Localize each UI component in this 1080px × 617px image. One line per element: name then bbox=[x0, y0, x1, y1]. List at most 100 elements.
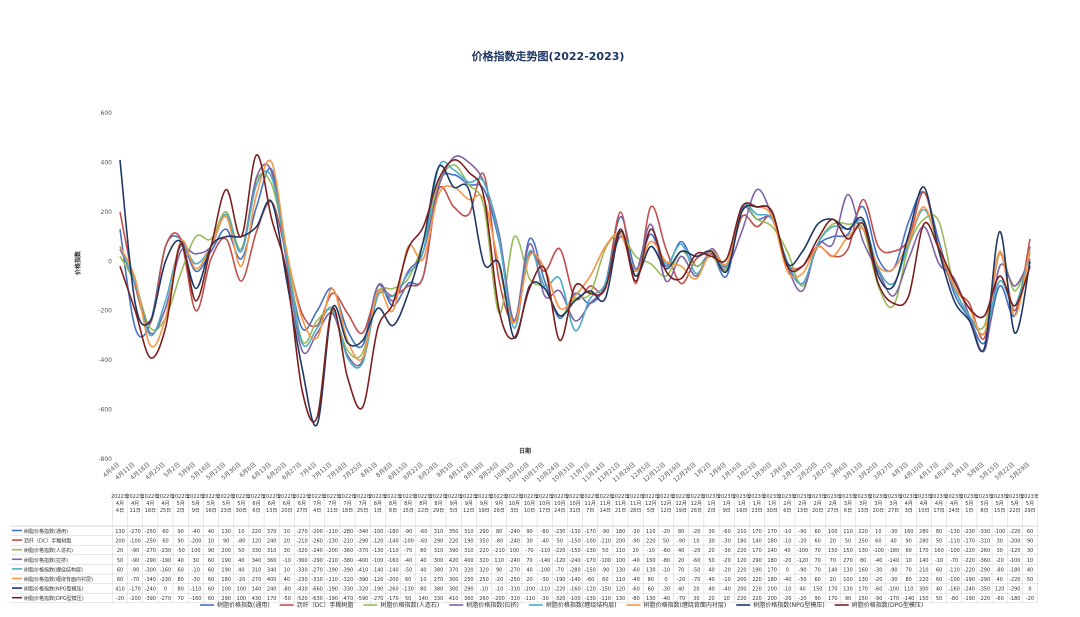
table-cell: 20 bbox=[830, 539, 836, 545]
y-axis-label: 价格指数 bbox=[74, 250, 82, 275]
table-cell: -120 bbox=[372, 539, 383, 545]
table-cell: 50 bbox=[663, 539, 669, 545]
table-cell: 30 bbox=[284, 548, 290, 554]
table-cell: 10 bbox=[905, 558, 911, 564]
table-cell: 220 bbox=[449, 539, 459, 545]
table-header-part: 6月 bbox=[252, 501, 260, 507]
table-cell: -30 bbox=[632, 529, 640, 535]
table-cell: -70 bbox=[525, 548, 533, 554]
table-cell: 290 bbox=[434, 539, 444, 545]
table-header-part: 2022年 bbox=[399, 493, 417, 500]
table-cell: 50 bbox=[602, 548, 608, 554]
table-header-part: 3月 bbox=[844, 501, 852, 507]
table-row-label: 树脂价格指数(缠绕结构层) bbox=[24, 566, 83, 573]
table-cell: -330 bbox=[296, 567, 307, 573]
table-cell: -290 bbox=[979, 567, 990, 573]
table-cell: 70 bbox=[678, 567, 684, 573]
table-cell: 50 bbox=[708, 558, 714, 564]
table-header-part: 10月 bbox=[509, 501, 520, 507]
table-cell: 110 bbox=[616, 548, 626, 554]
table-cell: 50 bbox=[117, 558, 123, 564]
table-cell: -20 bbox=[783, 558, 791, 564]
table-header-part: 2023年 bbox=[778, 493, 796, 500]
table-cell: 100 bbox=[191, 548, 201, 554]
table-cell: 170 bbox=[919, 548, 929, 554]
table-cell: 110 bbox=[646, 529, 656, 535]
table-cell: -190 bbox=[327, 587, 338, 593]
table-header-part: 2022年 bbox=[308, 493, 326, 500]
table-cell: 340 bbox=[267, 567, 277, 573]
table-cell: -140 bbox=[539, 558, 550, 564]
table-cell: 140 bbox=[419, 596, 429, 602]
series-line-3 bbox=[119, 155, 1031, 367]
table-header-part: 2023年 bbox=[900, 493, 918, 500]
table-cell: -100 bbox=[539, 567, 550, 573]
table-cell: 180 bbox=[221, 577, 231, 583]
table-cell: -20 bbox=[662, 529, 670, 535]
table-header-part: 5月 bbox=[996, 501, 1004, 507]
table-header-part: 1月 bbox=[738, 501, 746, 507]
table-header-part: 9月 bbox=[495, 501, 503, 507]
table-cell: 60 bbox=[117, 567, 123, 573]
table-cell: -160 bbox=[387, 558, 398, 564]
table-cell: -210 bbox=[327, 558, 338, 564]
table-cell: -90 bbox=[601, 529, 609, 535]
table-cell: -140 bbox=[569, 577, 580, 583]
legend-label: 树脂价格指数(DPG型模压) bbox=[852, 601, 924, 609]
table-cell: 140 bbox=[252, 587, 262, 593]
table-header-part: 6日 bbox=[844, 508, 852, 514]
table-cell: -160 bbox=[190, 596, 201, 602]
table-cell: 390 bbox=[449, 548, 459, 554]
table-cell: -140 bbox=[888, 558, 899, 564]
table-header-part: 4月 bbox=[116, 501, 124, 507]
table-cell: -90 bbox=[798, 567, 806, 573]
table-header-part: 16日 bbox=[205, 508, 216, 514]
table-cell: 370 bbox=[449, 567, 459, 573]
table-cell: -120 bbox=[554, 558, 565, 564]
table-header-part: 5月 bbox=[222, 501, 230, 507]
table-header-part: 2023年 bbox=[794, 493, 812, 500]
table-header-part: 12日 bbox=[660, 508, 671, 514]
table-cell: 420 bbox=[449, 558, 459, 564]
table-header-part: 2022年 bbox=[232, 493, 250, 500]
table-cell: 10 bbox=[875, 529, 881, 535]
table-cell: -80 bbox=[632, 596, 640, 602]
table-cell: 100 bbox=[510, 548, 520, 554]
table-row-label: 树脂价格指数(人造石) bbox=[24, 547, 73, 554]
table-cell: -90 bbox=[131, 558, 139, 564]
table-header-part: 3月 bbox=[889, 501, 897, 507]
table-cell: 80 bbox=[177, 577, 183, 583]
table-header-part: 7月 bbox=[343, 501, 351, 507]
table-cell: 90 bbox=[496, 567, 502, 573]
table-cell: -170 bbox=[387, 596, 398, 602]
table-cell: 30 bbox=[1027, 548, 1033, 554]
table-cell: -50 bbox=[692, 567, 700, 573]
table-cell: 350 bbox=[479, 539, 489, 545]
table-cell: 290 bbox=[221, 596, 231, 602]
table-cell: 80 bbox=[177, 587, 183, 593]
table-header-part: 1月 bbox=[768, 501, 776, 507]
x-axis-ticks: 4月4日4月11日4月18日4月25日5月2日5月9日5月16日5月23日5月3… bbox=[102, 461, 1032, 484]
table-header-part: 31日 bbox=[569, 508, 580, 514]
table-cell: 170 bbox=[767, 529, 777, 535]
table-cell: -60 bbox=[723, 529, 731, 535]
table-header-part: 2022年 bbox=[157, 493, 175, 500]
table-cell: -170 bbox=[584, 529, 595, 535]
table-cell: 270 bbox=[843, 558, 853, 564]
table-cell: 90 bbox=[814, 596, 820, 602]
table-header-part: 20日 bbox=[281, 508, 292, 514]
table-cell: 140 bbox=[767, 548, 777, 554]
table-cell: -80 bbox=[541, 529, 549, 535]
y-axis-ticks: 600 400 200 0 -200 -400 -600 -800 bbox=[98, 110, 112, 463]
table-cell: 100 bbox=[843, 577, 853, 583]
table-cell: 140 bbox=[828, 567, 838, 573]
table-cell: -150 bbox=[569, 548, 580, 554]
table-cell: -100 bbox=[402, 539, 413, 545]
table-header-part: 11日 bbox=[129, 508, 140, 514]
table-cell: -20 bbox=[116, 596, 124, 602]
table-header-part: 2022年 bbox=[339, 493, 357, 500]
table-cell: 220 bbox=[737, 567, 747, 573]
table-cell: 0 bbox=[1028, 587, 1031, 593]
table-header-part: 12月 bbox=[660, 501, 671, 507]
table-cell: -80 bbox=[996, 567, 1004, 573]
